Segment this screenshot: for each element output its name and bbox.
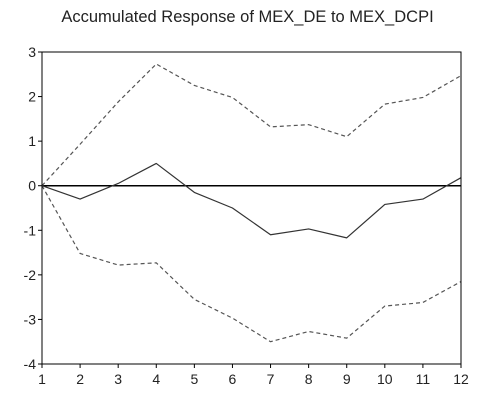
x-tick-label: 7 — [267, 371, 275, 387]
lower-series-line — [41, 185, 462, 343]
y-tick-label: 2 — [28, 89, 36, 105]
y-tick-label: -1 — [24, 222, 37, 238]
x-tick-label: 10 — [377, 371, 393, 387]
x-tick-label: 1 — [38, 371, 46, 387]
y-tick-label: 0 — [28, 178, 36, 194]
x-tick-label: 11 — [416, 371, 431, 387]
y-tick-label: -4 — [24, 356, 37, 372]
y-tick-label: 3 — [28, 44, 36, 60]
x-tick-label: 5 — [190, 371, 198, 387]
y-tick-label: 1 — [28, 133, 36, 149]
x-tick-label: 2 — [76, 371, 84, 387]
x-tick-label: 3 — [114, 371, 122, 387]
x-tick-label: 9 — [343, 371, 351, 387]
x-tick-label: 8 — [305, 371, 313, 387]
response-series-line — [41, 162, 462, 239]
plot-frame — [41, 51, 462, 365]
y-tick-label: -2 — [24, 267, 37, 283]
x-tick-label: 4 — [152, 371, 160, 387]
upper-series-line — [41, 63, 462, 187]
chart-title: Accumulated Response of MEX_DE to MEX_DC… — [61, 8, 434, 26]
y-tick-label: -3 — [24, 311, 37, 327]
x-tick-label: 6 — [229, 371, 237, 387]
x-tick-label: 12 — [453, 371, 469, 387]
